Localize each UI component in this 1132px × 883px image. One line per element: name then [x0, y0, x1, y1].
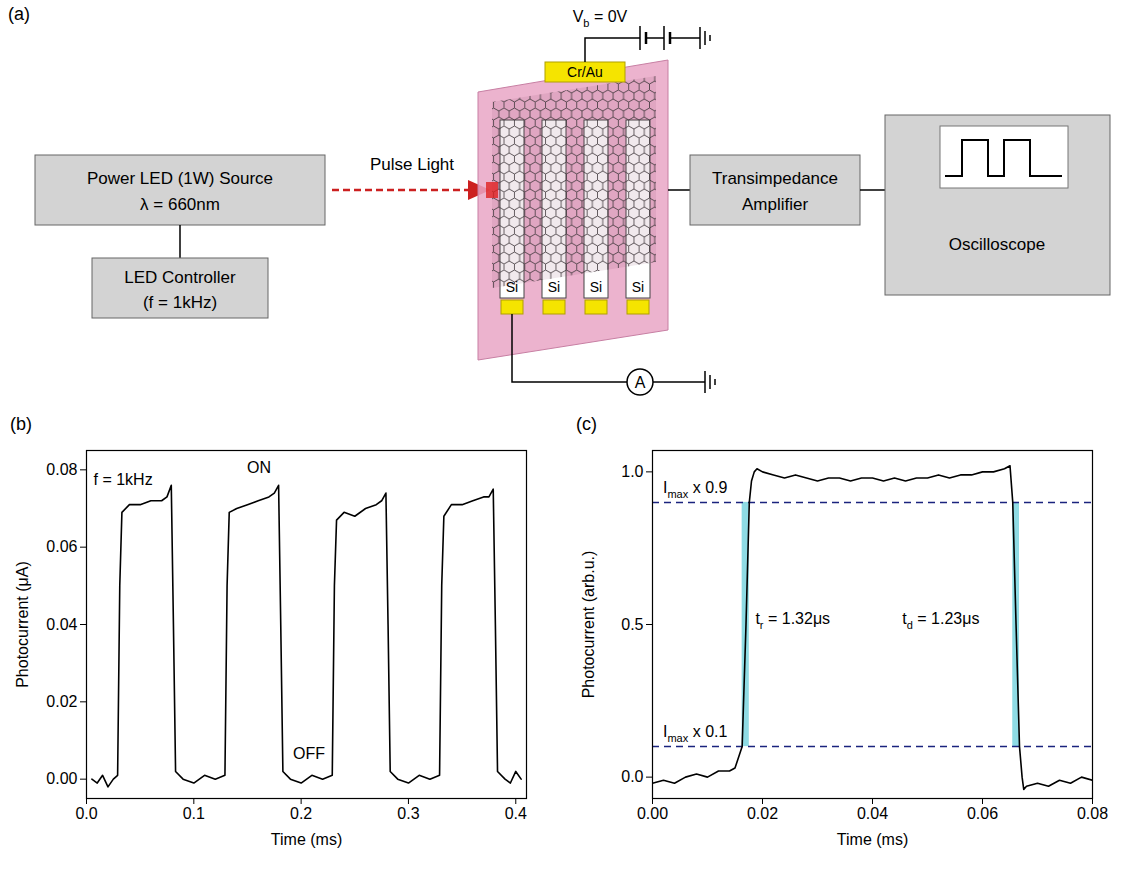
svg-text:0.0: 0.0: [75, 805, 97, 822]
svg-text:(a): (a): [8, 4, 30, 24]
svg-text:Si: Si: [590, 279, 602, 295]
svg-text:0.04: 0.04: [857, 805, 888, 822]
svg-text:Imax x 0.9: Imax x 0.9: [663, 479, 727, 500]
svg-text:λ = 660nm: λ = 660nm: [140, 195, 220, 214]
svg-text:Si: Si: [506, 279, 518, 295]
svg-text:0.08: 0.08: [1077, 805, 1108, 822]
svg-text:0.06: 0.06: [46, 538, 77, 555]
svg-text:0.0: 0.0: [621, 768, 643, 785]
svg-text:Pulse Light: Pulse Light: [370, 155, 454, 174]
svg-text:f = 1kHz: f = 1kHz: [94, 471, 153, 488]
svg-text:0.04: 0.04: [46, 616, 77, 633]
svg-text:0.2: 0.2: [290, 805, 312, 822]
svg-text:(f = 1kHz): (f = 1kHz): [143, 293, 217, 312]
svg-text:OFF: OFF: [293, 745, 325, 762]
svg-text:0.5: 0.5: [621, 616, 643, 633]
html-text:(c): (c): [576, 414, 597, 434]
svg-text:0.02: 0.02: [46, 693, 77, 710]
svg-text:tr = 1.32μs: tr = 1.32μs: [755, 610, 830, 631]
svg-text:0.4: 0.4: [505, 805, 527, 822]
svg-text:Time (ms): Time (ms): [271, 831, 342, 848]
svg-text:0.00: 0.00: [637, 805, 668, 822]
svg-text:0.06: 0.06: [967, 805, 998, 822]
svg-text:Imax x 0.1: Imax x 0.1: [663, 723, 727, 744]
svg-text:Transimpedance: Transimpedance: [712, 169, 838, 188]
svg-text:Power LED (1W) Source: Power LED (1W) Source: [87, 169, 273, 188]
svg-text:Amplifier: Amplifier: [742, 195, 808, 214]
svg-text:1.0: 1.0: [621, 463, 643, 480]
svg-text:Vb = 0V: Vb = 0V: [573, 8, 628, 29]
svg-text:ON: ON: [247, 459, 271, 476]
svg-text:Si: Si: [548, 279, 560, 295]
svg-text:Photocurrent (arb.u.): Photocurrent (arb.u.): [580, 551, 597, 699]
svg-text:Time (ms): Time (ms): [837, 831, 908, 848]
svg-text:0.3: 0.3: [397, 805, 419, 822]
html-text:(b): (b): [10, 414, 32, 434]
svg-text:Oscilloscope: Oscilloscope: [949, 235, 1045, 254]
svg-text:0.1: 0.1: [183, 805, 205, 822]
svg-text:Si: Si: [632, 279, 644, 295]
svg-text:LED Controller: LED Controller: [124, 268, 236, 287]
svg-text:0.08: 0.08: [46, 461, 77, 478]
svg-text:td = 1.23μs: td = 1.23μs: [902, 610, 979, 631]
svg-text:0.00: 0.00: [46, 770, 77, 787]
svg-text:0.02: 0.02: [747, 805, 778, 822]
svg-text:Photocurrent (μA): Photocurrent (μA): [14, 561, 31, 688]
svg-text:Cr/Au: Cr/Au: [567, 64, 603, 80]
svg-text:A: A: [635, 374, 646, 391]
